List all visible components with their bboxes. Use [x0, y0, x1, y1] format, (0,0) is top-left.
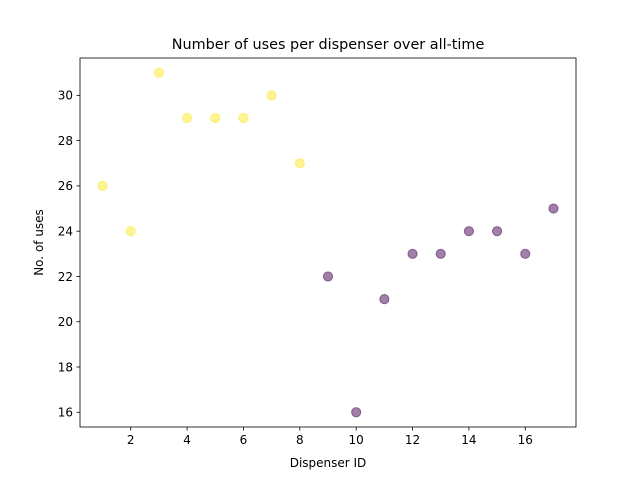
y-tick-label: 28 — [58, 134, 73, 148]
data-point — [435, 248, 446, 259]
y-axis-label: No. of uses — [32, 209, 46, 276]
x-tick-label: 6 — [240, 433, 248, 447]
data-point — [266, 90, 277, 101]
data-point — [463, 226, 475, 237]
x-tick-label: 16 — [518, 433, 533, 447]
data-point — [125, 226, 136, 237]
x-axis-ticks: 2 4 6 8 10 12 14 16 — [127, 427, 533, 447]
y-tick-label: 22 — [58, 270, 73, 284]
data-point — [351, 407, 362, 418]
y-axis-ticks: 16 18 20 22 24 26 28 30 — [58, 89, 80, 420]
data-point — [520, 248, 531, 259]
data-point — [379, 293, 390, 305]
x-tick-label: 12 — [405, 433, 420, 447]
x-tick-label: 14 — [461, 433, 476, 447]
y-tick-label: 16 — [58, 406, 73, 420]
data-point — [548, 203, 559, 214]
data-points — [97, 67, 559, 418]
chart-title: Number of uses per dispenser over all-ti… — [172, 37, 485, 53]
data-point — [97, 180, 108, 192]
y-tick-label: 24 — [58, 224, 73, 238]
data-point — [294, 158, 305, 169]
x-tick-label: 2 — [127, 433, 135, 447]
data-point — [491, 226, 503, 237]
data-point — [322, 271, 334, 282]
x-tick-label: 10 — [349, 433, 364, 447]
y-tick-label: 18 — [58, 360, 73, 374]
x-tick-label: 4 — [183, 433, 191, 447]
x-axis-label: Dispenser ID — [290, 456, 367, 470]
plot-area — [79, 57, 577, 428]
x-tick-label: 8 — [296, 433, 304, 447]
plot-frame — [79, 57, 577, 428]
y-tick-label: 30 — [58, 89, 73, 103]
data-point — [181, 112, 193, 124]
data-point — [210, 112, 221, 124]
data-point — [153, 67, 165, 78]
data-point — [238, 112, 249, 124]
y-tick-label: 26 — [58, 179, 73, 193]
y-tick-label: 20 — [58, 315, 73, 329]
data-point — [407, 248, 418, 259]
